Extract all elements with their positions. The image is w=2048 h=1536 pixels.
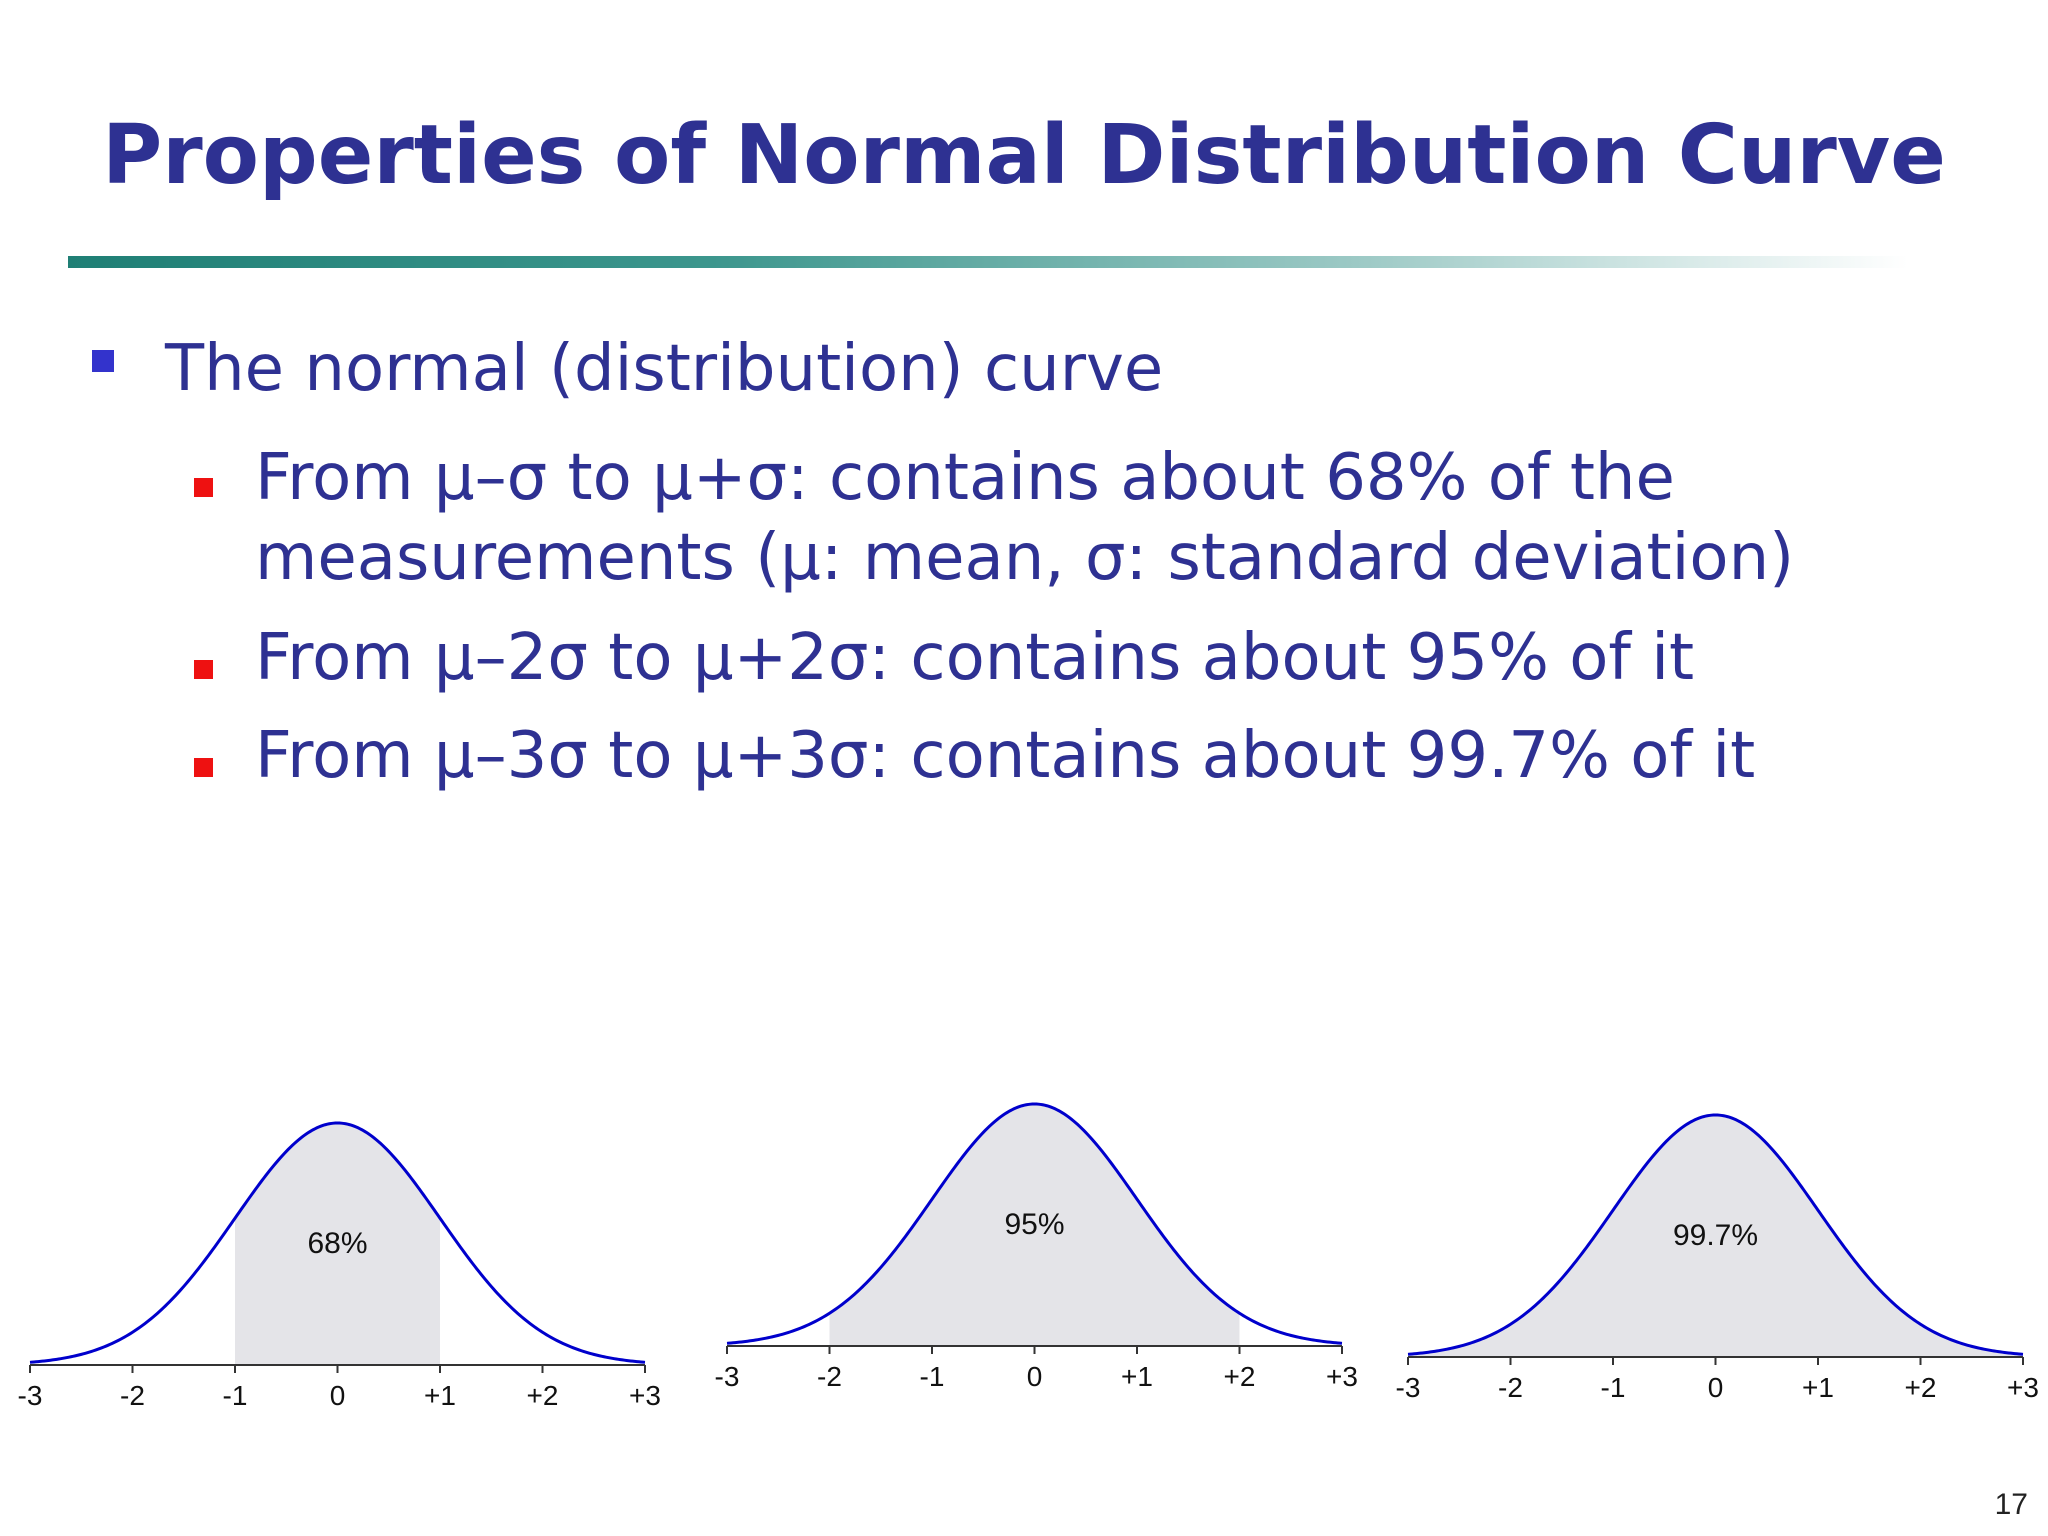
x-tick-label: -2 [817, 1361, 842, 1392]
sub-bullet-square-icon [194, 478, 213, 497]
x-tick-label: 0 [1708, 1372, 1724, 1403]
shaded-area [829, 1104, 1240, 1346]
percent-label: 99.7% [1673, 1219, 1758, 1252]
x-tick-label: 0 [330, 1380, 346, 1411]
sub-bullet-square-icon [194, 660, 213, 679]
x-tick-label: +1 [1121, 1361, 1153, 1392]
normal-curve-68: -3 -2 -1 0 +1 +2 +3 68% [0, 1085, 680, 1430]
x-tick-label: -2 [120, 1380, 145, 1411]
x-tick-label: +1 [1802, 1372, 1834, 1403]
sub-bullet-3-text: From μ–3σ to μ+3σ: contains about 99.7% … [255, 719, 1756, 793]
percent-label: 95% [1004, 1208, 1064, 1241]
sub-bullet-2-text: From μ–2σ to μ+2σ: contains about 95% of… [255, 621, 1695, 695]
normal-curve-68-svg: -3 -2 -1 0 +1 +2 +3 68% [18, 1121, 661, 1411]
slide-title: Properties of Normal Distribution Curve [102, 108, 1946, 203]
page-number: 17 [1994, 1488, 2028, 1521]
x-tick-label: +2 [527, 1380, 559, 1411]
x-tick-label: 0 [1027, 1361, 1043, 1392]
title-divider [68, 256, 1908, 268]
x-tick-label: +3 [629, 1380, 661, 1411]
shaded-area [1408, 1115, 2023, 1357]
x-tick-label: +2 [1905, 1372, 1937, 1403]
x-tick-label: +2 [1224, 1361, 1256, 1392]
normal-curve-line [29, 1121, 646, 1364]
normal-curve-line [726, 1102, 1343, 1345]
percent-label: 68% [307, 1227, 367, 1260]
x-tick-label: +3 [1326, 1361, 1358, 1392]
sub-bullet-1-line-2: measurements (μ: mean, σ: standard devia… [255, 521, 1795, 595]
x-tick-label: -3 [18, 1380, 43, 1411]
normal-curve-line [1407, 1113, 2024, 1356]
x-tick-label: -3 [715, 1361, 740, 1392]
x-tick-label: +3 [2007, 1372, 2039, 1403]
x-tick-label: -2 [1498, 1372, 1523, 1403]
sub-bullet-1-line-1: From μ–σ to μ+σ: contains about 68% of t… [255, 441, 1675, 515]
normal-curve-997: -3 -2 -1 0 +1 +2 +3 99.7% [1378, 1077, 2048, 1422]
x-tick-label: -3 [1396, 1372, 1421, 1403]
shaded-area [235, 1123, 440, 1365]
x-tick-label: -1 [920, 1361, 945, 1392]
bullet-main-text: The normal (distribution) curve [165, 332, 1164, 406]
normal-curve-95: -3 -2 -1 0 +1 +2 +3 95% [697, 1066, 1377, 1411]
x-tick-label: -1 [223, 1380, 248, 1411]
x-tick-label: -1 [1601, 1372, 1626, 1403]
bullet-square-icon [92, 350, 114, 372]
normal-curve-997-svg: -3 -2 -1 0 +1 +2 +3 99.7% [1396, 1113, 2039, 1403]
normal-curve-95-svg: -3 -2 -1 0 +1 +2 +3 95% [715, 1102, 1358, 1392]
x-tick-label: +1 [424, 1380, 456, 1411]
sub-bullet-square-icon [194, 758, 213, 777]
